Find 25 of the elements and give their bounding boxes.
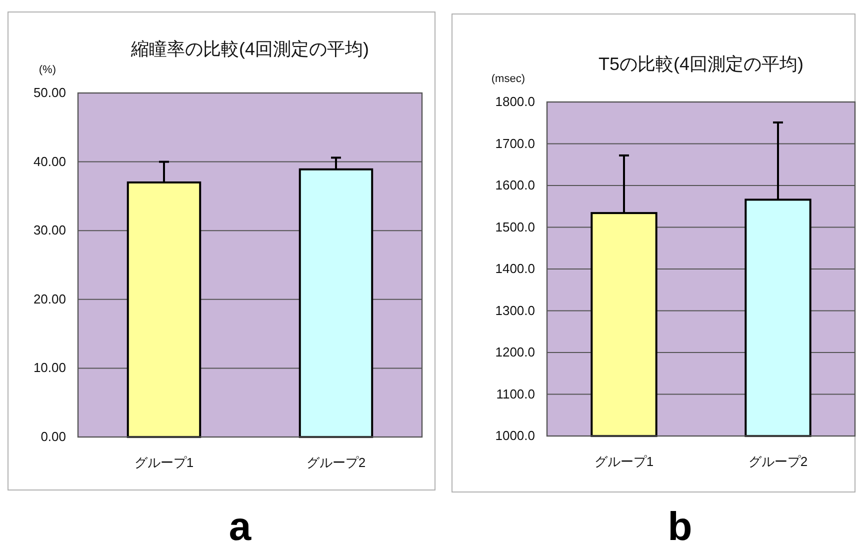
y-tick-label: 1500.0 <box>495 219 535 234</box>
x-tick-label: グループ1 <box>134 455 194 470</box>
y-tick-label: 50.00 <box>33 85 66 100</box>
text: b <box>668 505 692 549</box>
chart-title: 縮瞳率の比較(4回測定の平均) <box>130 39 369 59</box>
y-tick-label: 1800.0 <box>495 94 535 109</box>
y-tick-label: 1700.0 <box>495 136 535 151</box>
y-tick-label: 30.00 <box>33 222 66 238</box>
y-tick-label: 1000.0 <box>495 428 535 443</box>
y-tick-label: 1100.0 <box>496 386 535 402</box>
x-tick-label: グループ2 <box>748 454 808 469</box>
y-tick-label: 1600.0 <box>495 178 535 192</box>
x-tick-label: グループ1 <box>594 454 654 469</box>
y-tick-label: 0.00 <box>40 429 66 444</box>
text: a <box>228 505 252 549</box>
y-tick-label: 10.00 <box>33 360 66 376</box>
y-tick-label: 1400.0 <box>495 261 535 276</box>
chart-title: T5の比較(4回測定の平均) <box>598 54 804 74</box>
x-tick-label: グループ2 <box>306 455 366 470</box>
y-tick-label: 1300.0 <box>495 302 535 318</box>
y-tick-label: 1200.0 <box>495 344 535 360</box>
y-tick-label: 40.00 <box>33 154 66 169</box>
y-axis-title: (msec) <box>491 73 525 85</box>
y-tick-label: 20.00 <box>33 291 66 306</box>
y-axis-title: (%) <box>38 64 56 76</box>
